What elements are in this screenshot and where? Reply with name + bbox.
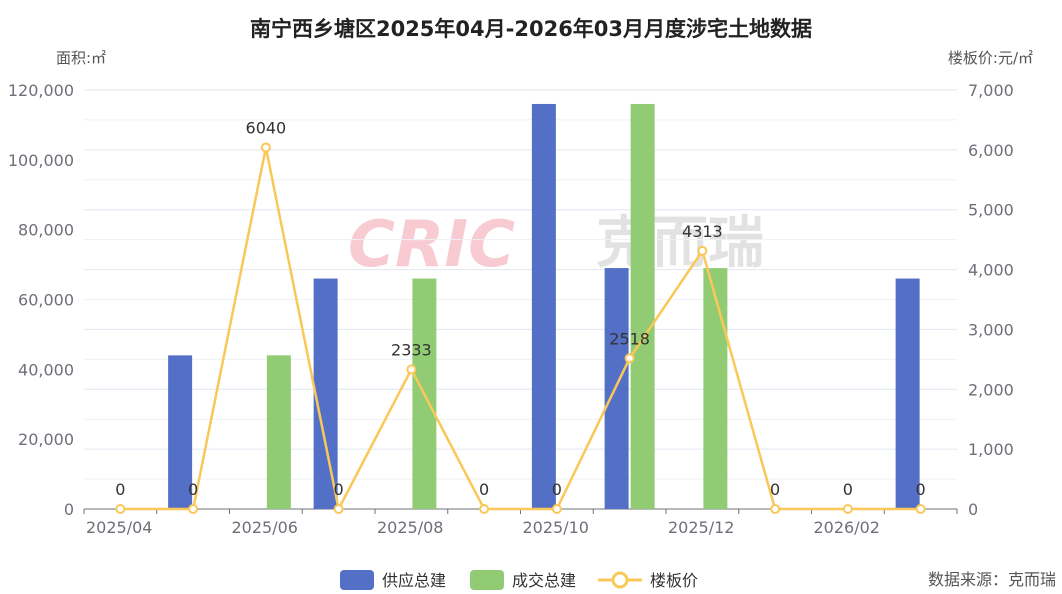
left-tick-label: 60,000 <box>18 291 74 310</box>
right-tick-label: 2,000 <box>968 380 1014 399</box>
legend-label: 供应总建 <box>382 571 446 590</box>
x-tick-label: 2025/10 <box>523 518 589 537</box>
price-point <box>188 504 199 514</box>
price-point <box>479 504 490 514</box>
price-point <box>115 504 126 514</box>
price-point <box>551 504 562 514</box>
legend-label: 成交总建 <box>512 571 576 590</box>
bar-supply <box>313 278 338 509</box>
chart-title: 南宁西乡塘区2025年04月-2026年03月月度涉宅土地数据 <box>250 17 812 41</box>
right-tick-label: 6,000 <box>968 141 1014 160</box>
bar-supply <box>168 355 193 509</box>
bars <box>168 103 920 509</box>
x-tick-label: 2025/04 <box>86 518 152 537</box>
watermark-cric-logo: CRIC <box>348 208 515 282</box>
gridlines <box>84 89 957 510</box>
right-tick-label: 5,000 <box>968 201 1014 220</box>
price-point <box>406 364 417 375</box>
bar-deal <box>703 268 728 509</box>
price-line-path <box>120 147 921 513</box>
watermark-brand-text: 克而瑞 <box>596 211 764 276</box>
left-axis: 0 20,000 40,000 60,000 80,000 100,000 120,000 <box>8 81 74 519</box>
left-axis-unit: 面积:㎡ <box>56 49 106 67</box>
price-data-label: 0 <box>115 480 125 499</box>
right-tick-label: 3,000 <box>968 320 1014 339</box>
right-tick-label: 4,000 <box>968 261 1014 280</box>
x-tick-label: 2025/08 <box>377 518 443 537</box>
right-tick-label: 0 <box>968 500 978 519</box>
price-data-label: 0 <box>843 480 853 499</box>
bar-supply <box>531 103 556 509</box>
bar-supply <box>895 278 920 509</box>
left-tick-label: 120,000 <box>8 81 74 100</box>
legend-item-supply[interactable]: 供应总建 <box>340 570 446 590</box>
price-line: 0 0 6040 0 2333 0 0 2518 4313 0 0 0 <box>115 118 926 514</box>
legend-label: 楼板价 <box>650 571 698 590</box>
x-tick-label: 2025/12 <box>668 518 734 537</box>
left-tick-label: 80,000 <box>18 221 74 240</box>
price-point <box>697 245 708 256</box>
x-axis: 2025/04 2025/06 2025/08 2025/10 2025/12 2026/… <box>83 508 958 537</box>
price-data-label: 0 <box>770 480 780 499</box>
price-data-label: 0 <box>479 480 489 499</box>
left-tick-label: 20,000 <box>18 430 74 449</box>
legend-item-price[interactable]: 楼板价 <box>598 571 698 590</box>
price-data-label: 0 <box>916 480 926 499</box>
left-tick-label: 40,000 <box>18 360 74 379</box>
data-source: 数据来源：克而瑞 <box>928 570 1056 589</box>
legend-item-deal[interactable]: 成交总建 <box>470 570 576 590</box>
right-axis: 0 1,000 2,000 3,000 4,000 5,000 6,000 7,000 <box>968 81 1014 519</box>
cric-watermark: CRIC 克而瑞 <box>348 208 764 282</box>
bar-deal <box>630 103 655 509</box>
price-data-label: 4313 <box>682 222 723 241</box>
price-point <box>260 142 271 153</box>
legend-swatch <box>340 570 374 590</box>
price-data-label: 0 <box>188 480 198 499</box>
right-axis-unit: 楼板价:元/㎡ <box>948 49 1033 67</box>
price-point <box>842 504 853 514</box>
legend-swatch-marker <box>611 571 629 589</box>
price-point <box>915 504 926 514</box>
left-tick-label: 100,000 <box>8 151 74 170</box>
price-point <box>770 504 781 514</box>
price-point <box>333 504 344 514</box>
price-data-label: 2518 <box>609 329 650 348</box>
x-tick-label: 2025/06 <box>232 518 298 537</box>
price-data-label: 2333 <box>391 340 432 359</box>
legend[interactable]: 供应总建 成交总建 楼板价 <box>340 570 698 590</box>
left-tick-label: 0 <box>64 500 74 519</box>
right-tick-label: 1,000 <box>968 440 1014 459</box>
bar-supply <box>604 268 629 509</box>
right-tick-label: 7,000 <box>968 81 1014 100</box>
bar-deal <box>266 355 291 509</box>
price-data-label: 6040 <box>246 118 287 137</box>
legend-swatch <box>470 570 504 590</box>
price-data-label: 0 <box>552 480 562 499</box>
x-tick-label: 2026/02 <box>814 518 880 537</box>
price-data-label: 0 <box>334 480 344 499</box>
price-point <box>624 353 635 364</box>
